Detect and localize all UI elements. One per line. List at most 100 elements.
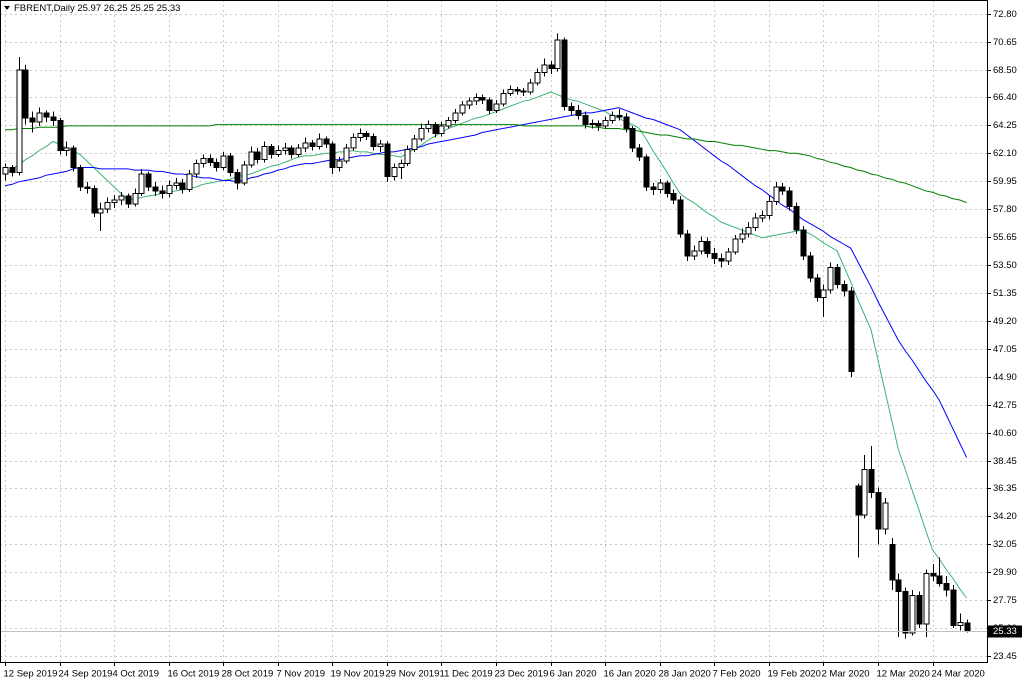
candle-body <box>104 202 111 210</box>
candle-body <box>288 147 295 156</box>
candle-body <box>466 100 473 106</box>
candle-body <box>718 258 725 262</box>
plot <box>0 33 987 639</box>
candle-body <box>125 195 132 205</box>
candle-body <box>63 147 70 152</box>
candle-body <box>568 105 575 111</box>
x-tick-label: 24 Sep 2019 <box>59 669 113 680</box>
x-tick-label: 16 Jan 2020 <box>604 669 656 680</box>
x-tick-label: 6 Jan 2020 <box>550 669 597 680</box>
candle-body <box>759 215 766 219</box>
y-tick-label: 42.75 <box>993 400 1017 411</box>
candle-body <box>241 164 248 184</box>
candle-body <box>91 187 98 214</box>
candle-body <box>670 193 677 201</box>
candle-body <box>691 250 698 257</box>
candle-body <box>814 277 821 299</box>
candle-body <box>398 163 405 169</box>
candle-body <box>309 142 316 148</box>
y-tick-label: 64.25 <box>993 120 1017 131</box>
candle-body <box>561 39 568 107</box>
candle-body <box>152 186 159 192</box>
candle-body <box>268 146 275 156</box>
candle-body <box>445 120 452 127</box>
candle-body <box>950 589 957 626</box>
candle-body <box>295 147 302 156</box>
candle-body <box>404 148 411 165</box>
x-tick-label: 28 Oct 2019 <box>222 669 274 680</box>
candle-body <box>159 190 166 195</box>
candle-body <box>36 112 43 123</box>
candle-body <box>930 572 937 577</box>
candle-body <box>207 157 214 163</box>
y-tick-label: 72.80 <box>993 9 1017 20</box>
candle-body <box>964 622 971 632</box>
candle-body <box>459 104 466 114</box>
candle-body <box>213 161 220 169</box>
last-open: 25.97 <box>77 3 101 14</box>
y-tick-label: 62.10 <box>993 148 1017 159</box>
candle-body <box>479 96 486 101</box>
candle-body <box>391 167 398 178</box>
candle-body <box>500 92 507 105</box>
candle-body <box>323 138 330 145</box>
x-tick-label: 28 Jan 2020 <box>659 669 711 680</box>
candle-body <box>507 88 514 94</box>
candle-body <box>316 138 323 148</box>
candle-body <box>370 135 377 148</box>
candle-body <box>889 544 896 581</box>
y-tick-label: 57.80 <box>993 204 1017 215</box>
y-tick-label: 23.45 <box>993 651 1017 662</box>
candle-body <box>343 147 350 162</box>
candle-body <box>629 127 636 149</box>
x-tick-label: 24 Mar 2020 <box>932 669 985 680</box>
y-tick-label: 59.95 <box>993 176 1017 187</box>
candle-body <box>145 173 152 188</box>
y-tick-label: 34.20 <box>993 511 1017 522</box>
candle-body <box>711 252 718 260</box>
candle-body <box>793 206 800 231</box>
candle-body <box>16 69 23 174</box>
y-tick-label: 44.90 <box>993 372 1017 383</box>
y-tick-label: 49.20 <box>993 316 1017 327</box>
candle-body <box>186 173 193 191</box>
candle-body <box>841 284 848 292</box>
y-tick-label: 66.40 <box>993 92 1017 103</box>
candle-body <box>616 114 623 118</box>
y-tick-label: 38.45 <box>993 456 1017 467</box>
candle-body <box>97 208 104 214</box>
price-label: 25.33 <box>993 626 1017 637</box>
y-tick-label: 70.65 <box>993 37 1017 48</box>
chart-frame <box>0 0 988 663</box>
candle-body <box>377 143 384 148</box>
menu-arrow[interactable] <box>4 6 10 10</box>
y-tick-label: 68.50 <box>993 65 1017 76</box>
candle-body <box>77 167 84 188</box>
candle-body <box>923 572 930 625</box>
symbol-title: FBRENT,Daily <box>14 3 75 14</box>
y-tick-label: 29.90 <box>993 567 1017 578</box>
candle-body <box>589 122 596 126</box>
y-tick-label: 40.60 <box>993 428 1017 439</box>
candle-body <box>895 579 902 593</box>
candle-body <box>118 195 125 201</box>
x-tick-label: 4 Oct 2019 <box>113 669 159 680</box>
candle-body <box>725 251 732 262</box>
candle-body <box>329 143 336 169</box>
y-tick-label: 32.05 <box>993 539 1017 550</box>
candle-body <box>514 88 521 92</box>
candle-body <box>609 114 616 122</box>
candle-body <box>800 229 807 257</box>
y-tick-label: 36.35 <box>993 483 1017 494</box>
candle-body <box>132 193 139 205</box>
candle-body <box>882 502 889 530</box>
y-tick-label: 51.35 <box>993 288 1017 299</box>
candle-body <box>582 114 589 126</box>
candle-body <box>520 90 527 93</box>
candle-body <box>336 160 343 169</box>
price-label-box <box>988 625 1022 638</box>
last-high: 26.25 <box>104 3 128 14</box>
candle-body <box>677 199 684 235</box>
y-tick-label: 53.50 <box>993 260 1017 271</box>
